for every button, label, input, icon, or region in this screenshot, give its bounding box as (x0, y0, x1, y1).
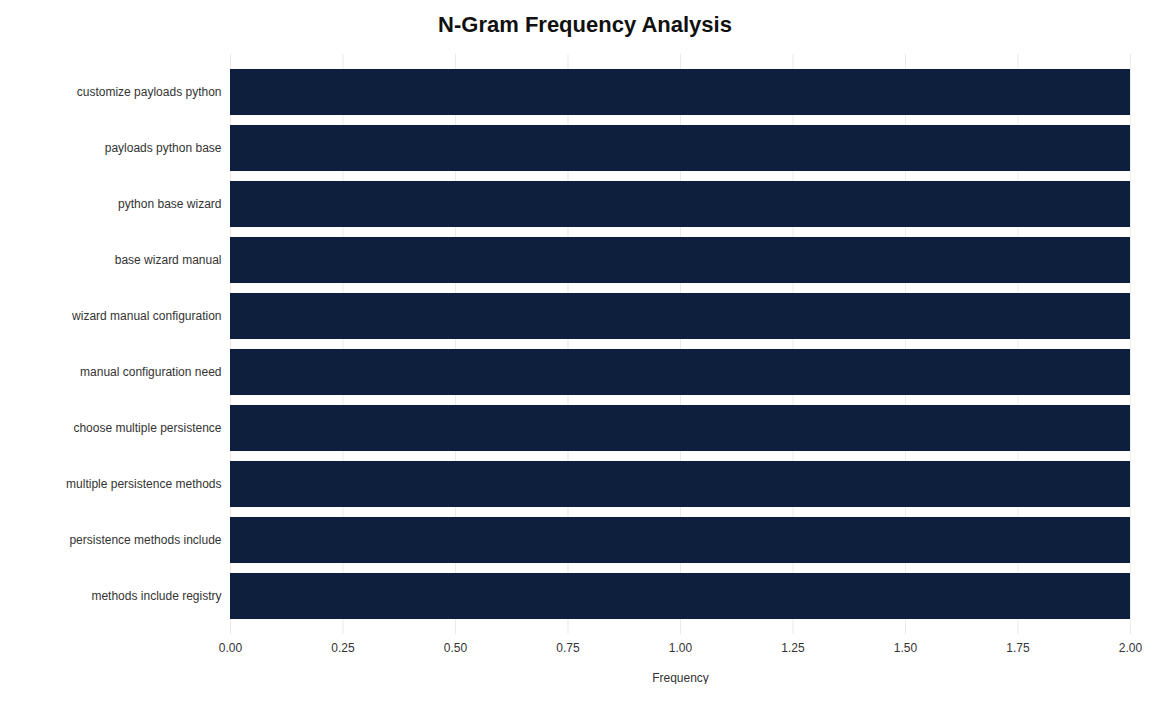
svg-text:python base wizard: python base wizard (118, 197, 221, 211)
svg-text:0.00: 0.00 (219, 641, 243, 655)
svg-text:1.50: 1.50 (894, 641, 918, 655)
svg-text:multiple persistence methods: multiple persistence methods (66, 477, 221, 491)
html-text:N-Gram Frequency Analysis: N-Gram Frequency Analysis (438, 12, 732, 37)
svg-text:0.50: 0.50 (444, 641, 468, 655)
svg-text:choose multiple persistence: choose multiple persistence (73, 421, 221, 435)
svg-text:manual configuration need: manual configuration need (80, 365, 221, 379)
svg-text:wizard manual configuration: wizard manual configuration (71, 309, 221, 323)
svg-text:1.75: 1.75 (1006, 641, 1030, 655)
svg-text:base wizard manual: base wizard manual (115, 253, 222, 267)
svg-text:Frequency: Frequency (652, 671, 709, 685)
svg-text:methods include registry: methods include registry (91, 589, 221, 603)
svg-text:2.00: 2.00 (1119, 641, 1143, 655)
svg-text:0.75: 0.75 (556, 641, 580, 655)
svg-text:1.00: 1.00 (669, 641, 693, 655)
svg-text:payloads python base: payloads python base (105, 141, 222, 155)
svg-text:1.25: 1.25 (781, 641, 805, 655)
svg-text:customize payloads python: customize payloads python (77, 85, 222, 99)
svg-text:0.25: 0.25 (331, 641, 355, 655)
svg-text:persistence methods include: persistence methods include (69, 533, 221, 547)
